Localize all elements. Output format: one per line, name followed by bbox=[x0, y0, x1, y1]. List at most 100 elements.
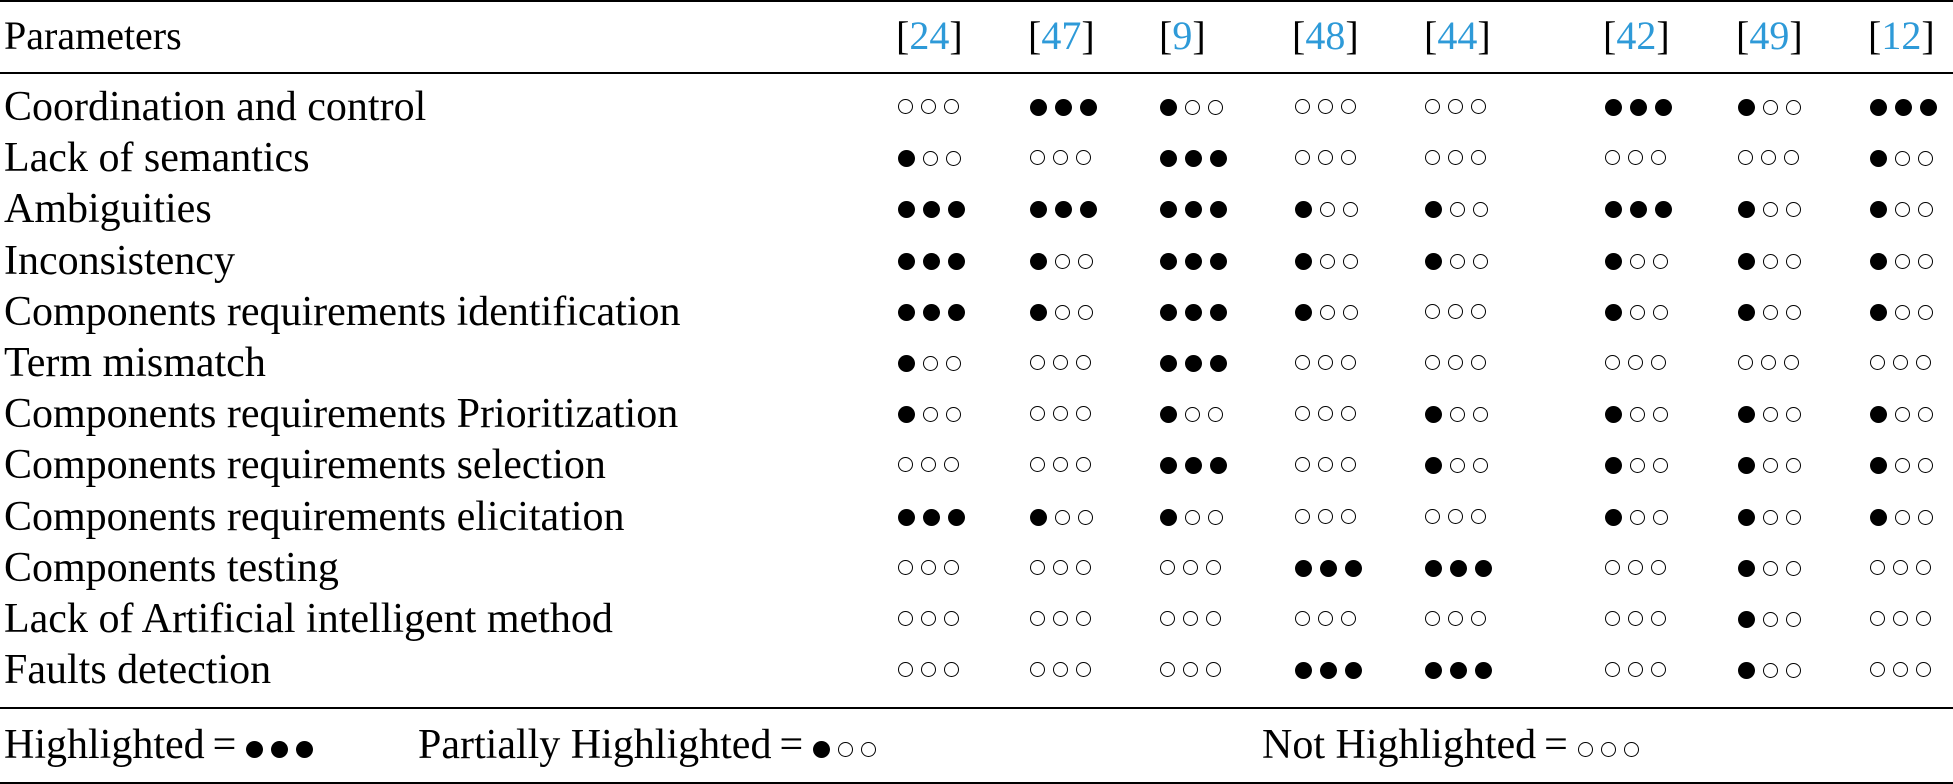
filled-dot-icon bbox=[1605, 406, 1622, 424]
empty-dot-icon bbox=[1761, 150, 1776, 166]
filled-dot-icon bbox=[1210, 303, 1227, 321]
filled-dot-icon bbox=[1655, 99, 1672, 116]
rating-dots bbox=[1295, 559, 1362, 577]
rating-dots bbox=[1030, 406, 1091, 422]
filled-dot-icon bbox=[1920, 99, 1937, 116]
empty-dot-icon bbox=[946, 151, 961, 167]
table-row: Components requirements Prioritization bbox=[0, 389, 1953, 440]
empty-dot-icon bbox=[898, 457, 913, 473]
filled-dot-icon bbox=[948, 252, 965, 270]
empty-dot-icon bbox=[1318, 150, 1333, 166]
empty-dot-icon bbox=[1425, 610, 1440, 626]
table-row: Coordination and control bbox=[0, 82, 1953, 133]
empty-dot-icon bbox=[1295, 99, 1310, 114]
empty-dot-icon bbox=[1318, 508, 1333, 524]
rating-dots bbox=[1030, 252, 1093, 270]
empty-dot-icon bbox=[1916, 559, 1931, 575]
filled-dot-icon bbox=[1210, 201, 1227, 219]
table-row: Components testing bbox=[0, 543, 1953, 594]
rating-dots bbox=[1870, 354, 1931, 370]
empty-dot-icon bbox=[1208, 100, 1223, 115]
empty-dot-icon bbox=[1473, 253, 1488, 269]
filled-dot-icon bbox=[1030, 508, 1047, 526]
empty-dot-icon bbox=[838, 741, 854, 757]
empty-dot-icon bbox=[1076, 406, 1091, 422]
empty-dot-icon bbox=[1918, 253, 1933, 269]
empty-dot-icon bbox=[1318, 354, 1333, 370]
empty-dot-icon bbox=[1030, 559, 1045, 575]
legend-label: Not Highlighted bbox=[1262, 722, 1537, 768]
empty-dot-icon bbox=[1318, 99, 1333, 114]
rating-dots bbox=[1577, 741, 1639, 757]
empty-dot-icon bbox=[1738, 150, 1753, 166]
empty-dot-icon bbox=[1076, 559, 1091, 575]
empty-dot-icon bbox=[1208, 509, 1223, 525]
empty-dot-icon bbox=[1763, 611, 1778, 627]
filled-dot-icon bbox=[898, 303, 915, 321]
rating-dots bbox=[1605, 610, 1666, 626]
filled-dot-icon bbox=[1185, 252, 1202, 270]
empty-dot-icon bbox=[1473, 458, 1488, 474]
empty-dot-icon bbox=[946, 407, 961, 423]
empty-dot-icon bbox=[1450, 253, 1465, 269]
empty-dot-icon bbox=[1651, 662, 1666, 678]
reference-link[interactable]: 44 bbox=[1437, 13, 1478, 58]
empty-dot-icon bbox=[898, 662, 913, 678]
rating-dots bbox=[1425, 508, 1486, 524]
empty-dot-icon bbox=[1761, 354, 1776, 370]
empty-dot-icon bbox=[1053, 662, 1068, 678]
empty-dot-icon bbox=[1918, 304, 1933, 320]
rating-dots bbox=[1160, 508, 1223, 526]
filled-dot-icon bbox=[1738, 252, 1755, 270]
empty-dot-icon bbox=[1295, 457, 1310, 473]
empty-dot-icon bbox=[1653, 407, 1668, 423]
filled-dot-icon bbox=[1160, 303, 1177, 321]
filled-dot-icon bbox=[1320, 662, 1337, 680]
empty-dot-icon bbox=[1893, 354, 1908, 370]
filled-dot-icon bbox=[1210, 252, 1227, 270]
rating-dots bbox=[1425, 457, 1488, 475]
bracket-open: [ bbox=[896, 13, 910, 58]
empty-dot-icon bbox=[1786, 509, 1801, 525]
filled-dot-icon bbox=[1160, 201, 1177, 219]
rating-dots bbox=[1738, 201, 1801, 219]
filled-dot-icon bbox=[1605, 508, 1622, 526]
empty-dot-icon bbox=[1628, 559, 1643, 575]
empty-dot-icon bbox=[1320, 253, 1335, 269]
filled-dot-icon bbox=[1605, 303, 1622, 321]
empty-dot-icon bbox=[1450, 202, 1465, 218]
empty-dot-icon bbox=[1763, 407, 1778, 423]
parameter-label: Inconsistency bbox=[4, 237, 235, 284]
filled-dot-icon bbox=[813, 740, 831, 758]
filled-dot-icon bbox=[898, 252, 915, 270]
reference-link[interactable]: 9 bbox=[1172, 13, 1193, 58]
filled-dot-icon bbox=[1870, 406, 1887, 424]
rating-dots bbox=[1425, 559, 1492, 577]
empty-dot-icon bbox=[944, 610, 959, 626]
table-row: Inconsistency bbox=[0, 236, 1953, 287]
rating-dots bbox=[1425, 201, 1488, 219]
rating-dots bbox=[1030, 457, 1091, 473]
empty-dot-icon bbox=[1206, 662, 1221, 678]
filled-dot-icon bbox=[1870, 252, 1887, 270]
filled-dot-icon bbox=[1295, 201, 1312, 219]
empty-dot-icon bbox=[1630, 304, 1645, 320]
rating-dots bbox=[1870, 662, 1931, 678]
reference-link[interactable]: 49 bbox=[1749, 13, 1790, 58]
rating-dots bbox=[1295, 150, 1356, 166]
rating-dots bbox=[1870, 150, 1933, 168]
empty-dot-icon bbox=[1295, 508, 1310, 524]
rating-dots bbox=[1030, 354, 1091, 370]
reference-link[interactable]: 12 bbox=[1881, 13, 1922, 58]
parameter-label: Term mismatch bbox=[4, 339, 266, 386]
reference-link[interactable]: 42 bbox=[1616, 13, 1657, 58]
empty-dot-icon bbox=[1473, 407, 1488, 423]
reference-link[interactable]: 24 bbox=[909, 13, 950, 58]
bracket-open: [ bbox=[1603, 13, 1617, 58]
reference-link[interactable]: 47 bbox=[1041, 13, 1082, 58]
empty-dot-icon bbox=[1030, 662, 1045, 678]
empty-dot-icon bbox=[1895, 253, 1910, 269]
reference-link[interactable]: 48 bbox=[1305, 13, 1346, 58]
table-row: Components requirements selection bbox=[0, 440, 1953, 491]
